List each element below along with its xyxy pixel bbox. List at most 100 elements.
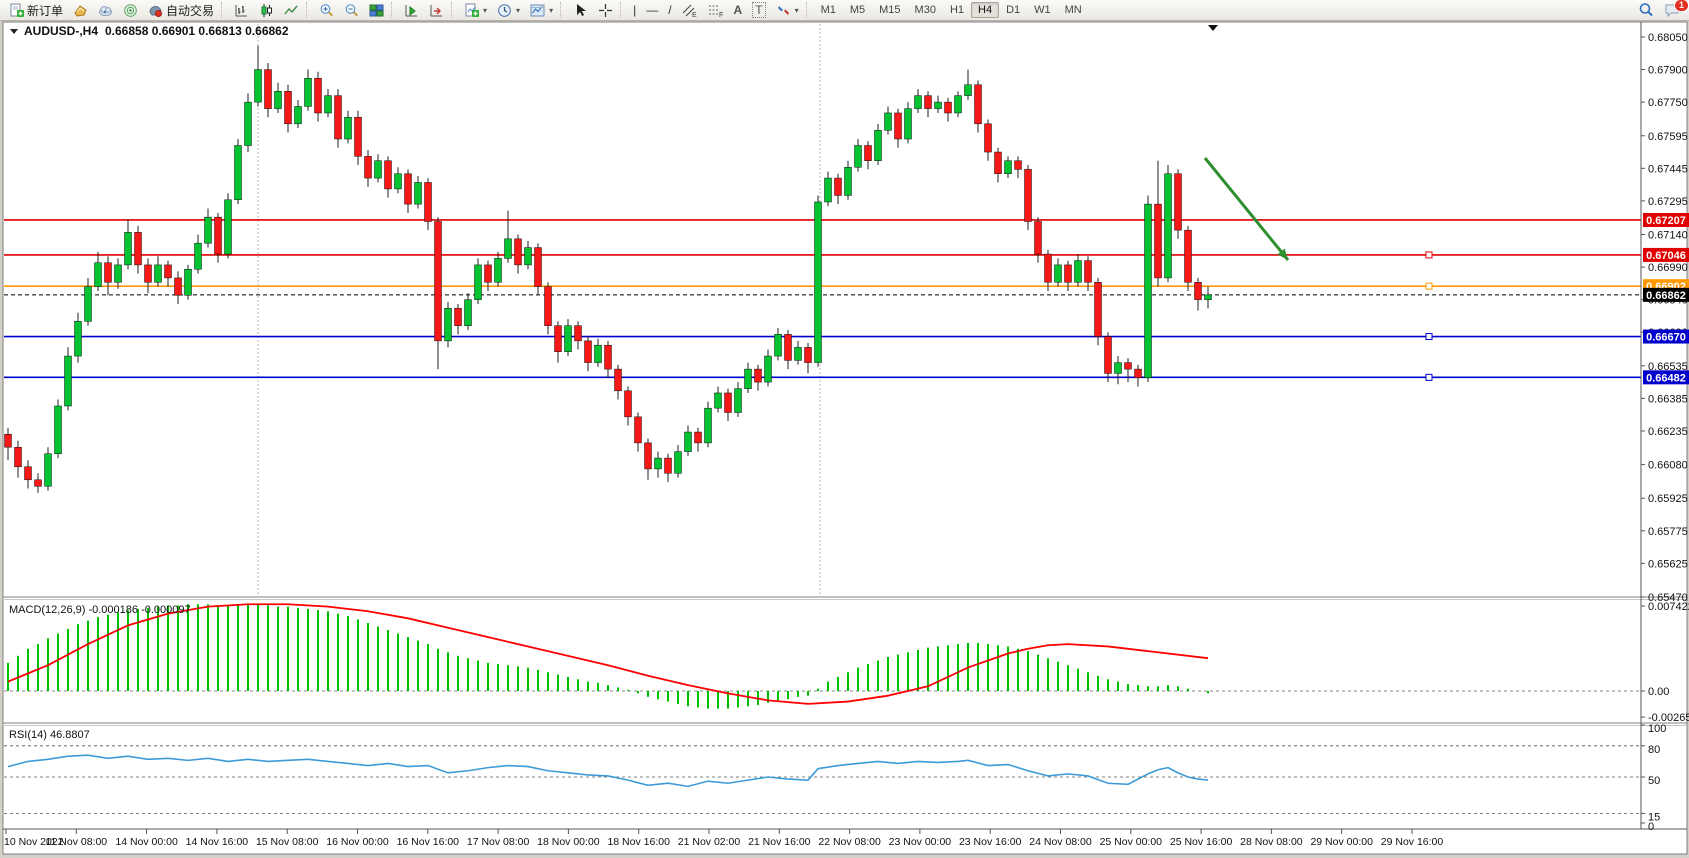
time-axis-label[interactable]: 23 Nov 16:00 (959, 836, 1022, 848)
time-axis-label[interactable]: 14 Nov 16:00 (186, 836, 249, 848)
candle (344, 117, 352, 140)
candle (1054, 264, 1062, 283)
time-axis-label[interactable]: 16 Nov 00:00 (326, 836, 389, 848)
line-handle[interactable] (1425, 373, 1433, 381)
time-axis-label[interactable]: 15 Nov 08:00 (256, 836, 319, 848)
time-axis-label[interactable]: 18 Nov 16:00 (607, 836, 670, 848)
zoom-in-button[interactable] (314, 0, 339, 21)
candle (864, 145, 872, 161)
macd-signal-line (7, 603, 1209, 705)
time-axis-label[interactable]: 29 Nov 00:00 (1310, 836, 1373, 848)
time-axis-label[interactable]: 24 Nov 08:00 (1029, 836, 1092, 848)
channel-tool[interactable]: E (677, 0, 703, 21)
candle (714, 392, 722, 409)
candle (914, 95, 922, 109)
chat-button[interactable]: 1 (1659, 0, 1689, 21)
time-axis-label[interactable]: 23 Nov 00:00 (889, 836, 952, 848)
zoom-out-button[interactable] (339, 0, 364, 21)
crosshair-tool-button[interactable] (593, 0, 618, 21)
auto-trading-button[interactable]: 自动交易 (143, 0, 219, 21)
candle (604, 344, 612, 370)
candle (984, 123, 992, 153)
trendline-tool[interactable]: / (663, 0, 676, 21)
candle (114, 264, 122, 283)
candle (304, 77, 312, 107)
fibonacci-tool[interactable]: F (703, 0, 729, 21)
candle (284, 91, 292, 125)
trend-arrow-line[interactable] (1203, 157, 1290, 261)
chart-shift-button[interactable] (424, 0, 449, 21)
time-axis-label[interactable]: 17 Nov 08:00 (467, 836, 530, 848)
time-axis-label[interactable]: 10 Nov 2022 (4, 836, 64, 848)
auto-scroll-button[interactable] (399, 0, 424, 21)
time-axis-label[interactable]: 14 Nov 00:00 (115, 836, 178, 848)
chart-window (2, 21, 1688, 855)
cursor-tool-button[interactable] (568, 0, 593, 21)
candle (144, 264, 152, 283)
search-button[interactable] (1633, 0, 1659, 21)
symbol-dropdown-icon[interactable] (10, 29, 18, 34)
candle (444, 308, 452, 342)
chart-window-button[interactable] (68, 0, 93, 21)
time-axis-label[interactable]: 22 Nov 08:00 (818, 836, 881, 848)
time-axis-label[interactable]: 28 Nov 08:00 (1240, 836, 1303, 848)
time-axis-label[interactable]: 25 Nov 00:00 (1100, 836, 1163, 848)
time-axis-label[interactable]: 16 Nov 16:00 (397, 836, 460, 848)
candle (1084, 260, 1092, 283)
bar-chart-button[interactable] (229, 0, 254, 21)
candle (324, 95, 332, 114)
timeframe-d1[interactable]: D1 (1006, 4, 1021, 16)
template-dropdown[interactable]: ▾ (525, 0, 558, 21)
cursor-icon (573, 3, 588, 18)
timeframe-w1[interactable]: W1 (1034, 4, 1051, 16)
line-handle[interactable] (1425, 251, 1433, 259)
timeframe-h1[interactable]: H1 (949, 4, 965, 16)
text-tool[interactable]: A (729, 0, 748, 21)
notification-badge: 1 (1673, 0, 1689, 12)
candle (924, 95, 932, 109)
timeframe-m30[interactable]: M30 (914, 4, 936, 16)
line-chart-button[interactable] (279, 0, 304, 21)
market-watch-button[interactable] (93, 0, 118, 21)
candle (1124, 362, 1132, 370)
period-dropdown[interactable]: ▾ (492, 0, 525, 21)
new-order-button[interactable]: 新订单 (4, 0, 68, 21)
timeframe-mn[interactable]: MN (1064, 4, 1082, 16)
time-axis-label[interactable]: 25 Nov 16:00 (1170, 836, 1233, 848)
time-axis-label[interactable]: 18 Nov 00:00 (537, 836, 600, 848)
line-handle[interactable] (1425, 333, 1433, 341)
candle (494, 258, 502, 283)
arrows-dropdown[interactable]: ▾ (771, 0, 804, 21)
candle (194, 242, 202, 270)
time-axis-label[interactable]: 21 Nov 16:00 (748, 836, 811, 848)
price-badge (1643, 329, 1689, 344)
candle (664, 457, 672, 474)
candle (1154, 203, 1162, 279)
candlestick-chart-icon (259, 3, 274, 18)
template-icon (530, 3, 545, 18)
candle (1064, 264, 1072, 283)
vertical-line-tool[interactable]: | (628, 0, 641, 21)
candlestick-chart-button[interactable] (254, 0, 279, 21)
candle (584, 340, 592, 363)
add-indicator-dropdown[interactable]: ▾ (459, 0, 492, 21)
signals-button[interactable] (118, 0, 143, 21)
timeframe-m5[interactable]: M5 (849, 4, 866, 16)
horizontal-line-tool[interactable]: — (641, 0, 663, 21)
chart-shift-marker-icon[interactable] (1208, 25, 1218, 31)
time-axis-label[interactable]: 29 Nov 16:00 (1381, 836, 1444, 848)
time-axis-label[interactable]: 11 Nov 08:00 (45, 836, 107, 848)
timeframe-h4[interactable]: H4 (971, 2, 1000, 18)
rsi-line (7, 754, 1209, 788)
candle (1044, 253, 1052, 283)
timeframe-m15[interactable]: M15 (879, 4, 901, 16)
timeframe-m1[interactable]: M1 (820, 4, 836, 16)
candle (1184, 229, 1192, 283)
tile-windows-button[interactable] (364, 0, 389, 21)
crosshair-icon (598, 3, 613, 18)
time-axis-label[interactable]: 21 Nov 02:00 (678, 836, 741, 848)
macd-label: MACD(12,26,9) -0.000186 -0.000097 (9, 604, 191, 616)
tile-windows-icon (369, 3, 384, 18)
line-handle[interactable] (1425, 282, 1433, 290)
text-label-tool[interactable]: T (747, 0, 770, 21)
